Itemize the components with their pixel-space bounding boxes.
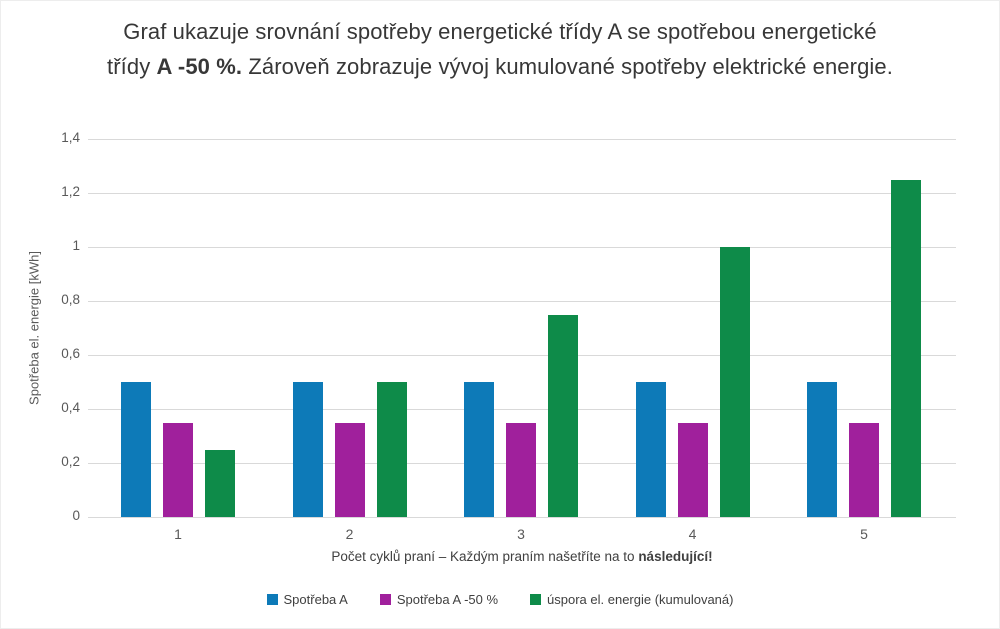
x-tick-label: 1	[174, 526, 182, 542]
chart-title-text-2: Zároveň zobrazuje vývoj kumulované spotř…	[242, 54, 893, 79]
y-tick-label: 1,2	[61, 184, 80, 199]
bar-series2-cat2	[334, 422, 365, 517]
x-axis-title-text: Počet cyklů praní – Každým praním našetř…	[331, 549, 639, 564]
legend-item-series1: Spotřeba A	[266, 592, 348, 607]
plot-area: 1 2 3 4 5	[88, 138, 956, 542]
legend-label: Spotřeba A -50 %	[396, 592, 499, 607]
bar-series1-cat3	[464, 382, 494, 517]
legend-label: úspora el. energie (kumulovaná)	[547, 592, 734, 607]
legend-swatch-icon	[266, 594, 278, 605]
x-axis-title: Počet cyklů praní – Každým praním našetř…	[88, 549, 956, 564]
y-tick-label: 0,2	[61, 454, 80, 469]
gridline	[88, 408, 956, 410]
gridline	[88, 192, 956, 194]
gridline	[88, 300, 956, 302]
bar-series2-cat3	[506, 422, 536, 517]
legend-swatch-icon	[530, 594, 542, 605]
bar-series2-cat1	[163, 422, 193, 517]
gridline	[88, 246, 956, 248]
bar-series1-cat4	[635, 382, 666, 517]
y-tick-label: 1	[72, 238, 80, 253]
y-tick-label: 0	[72, 508, 80, 523]
gridline	[88, 138, 956, 140]
bar-series2-cat5	[849, 422, 879, 517]
gridline	[88, 354, 956, 356]
x-tick-label: 5	[860, 526, 868, 542]
x-tick-label: 2	[345, 526, 354, 542]
legend-swatch-icon	[379, 594, 391, 605]
bar-series2-cat4	[677, 422, 708, 517]
bar-series3-cat1	[205, 449, 235, 517]
bar-series3-cat2	[376, 382, 407, 517]
chart-title: Graf ukazuje srovnání spotřeby energetic…	[105, 14, 895, 84]
bar-series3-cat3	[548, 314, 578, 517]
chart-legend: Spotřeba A Spotřeba A -50 % úspora el. ene…	[0, 592, 1000, 607]
y-tick-label: 1,4	[61, 130, 80, 145]
chart-title-text-1: Graf ukazuje srovnání spotřeby energetic…	[107, 19, 877, 79]
x-tick-label: 3	[517, 526, 525, 542]
legend-label: Spotřeba A	[283, 592, 348, 607]
x-tick-label: 4	[688, 526, 697, 542]
bar-series1-cat5	[807, 382, 837, 517]
y-tick-label: 0,6	[61, 346, 80, 361]
legend-item-series3: úspora el. energie (kumulovaná)	[530, 592, 733, 607]
legend-item-series2: Spotřeba A -50 %	[379, 592, 499, 607]
bar-series3-cat4	[719, 247, 750, 517]
y-tick-label: 0,4	[61, 400, 80, 415]
bar-series3-cat5	[891, 179, 921, 517]
gridline	[88, 516, 956, 518]
y-tick-label: 0,8	[61, 292, 80, 307]
chart-title-bold: A -50 %.	[156, 54, 243, 79]
y-axis-title: Spotřeba el. energie [kWh]	[26, 251, 42, 405]
x-axis-title-bold: následující!	[638, 549, 713, 564]
bar-series1-cat1	[121, 382, 151, 517]
bar-series1-cat2	[292, 382, 323, 517]
